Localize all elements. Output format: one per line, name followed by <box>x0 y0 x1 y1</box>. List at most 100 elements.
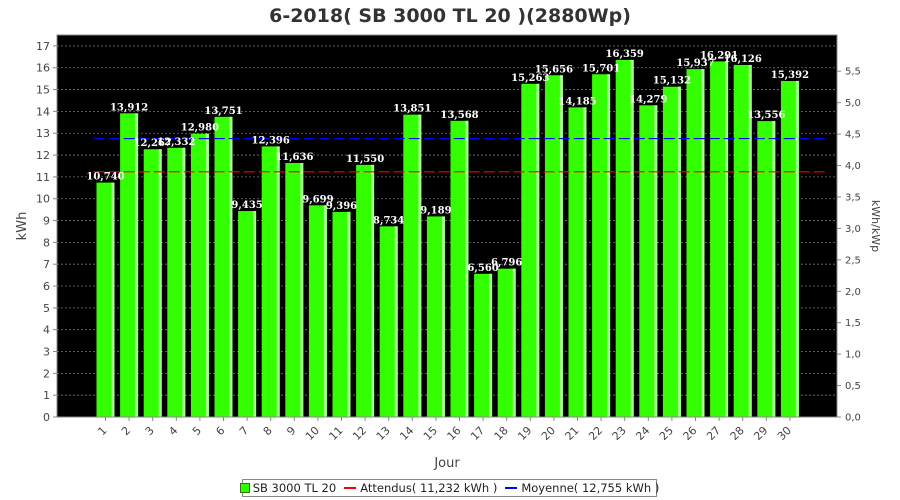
x-tick-label: 29 <box>751 424 770 443</box>
bars <box>96 59 799 418</box>
bar-shade <box>654 105 658 418</box>
x-tick-label: 7 <box>237 424 251 438</box>
right-y-tick-label: 2,5 <box>845 255 861 266</box>
gridlines <box>57 45 837 396</box>
bar-shade <box>536 83 540 418</box>
data-label: 9,699 <box>302 194 333 205</box>
x-tick-label: 8 <box>261 424 275 438</box>
bar <box>96 182 115 417</box>
y-tick-label: 14 <box>36 105 50 118</box>
x-tick-label: 19 <box>515 424 534 443</box>
right-y-tick-label: 1,0 <box>845 350 861 361</box>
bar-shade <box>465 120 469 417</box>
bar-body <box>686 69 705 418</box>
bar <box>356 164 375 417</box>
bar-shade <box>323 205 327 417</box>
bar-body <box>497 268 516 417</box>
bar-body <box>592 74 611 418</box>
right-y-tick-label: 2,0 <box>845 287 861 298</box>
x-tick-label: 14 <box>397 424 416 443</box>
chart-title: 6-2018( SB 3000 TL 20 )(2880Wp) <box>269 5 631 27</box>
bar-shade <box>371 164 375 417</box>
data-label: 16,126 <box>724 54 762 65</box>
data-label: 9,396 <box>326 201 357 212</box>
bar-shade <box>347 211 351 417</box>
bar-shade <box>725 61 729 417</box>
bar <box>615 59 634 417</box>
y-tick-label: 1 <box>43 389 50 402</box>
bar-body <box>214 116 233 417</box>
x-axis-ticks: 1 2 3 4 5 6 7 8 9 10 11 12 13 14 15 16 17 18 19 20 21 22 23 24 2… <box>95 417 794 443</box>
legend-item-average: Moyenne( 12,755 kWh ) <box>505 481 659 495</box>
x-tick-label: 2 <box>119 424 133 438</box>
data-label: 9,189 <box>420 205 451 216</box>
bar-body <box>474 273 493 417</box>
data-label: 15,263 <box>511 73 549 84</box>
bar <box>214 116 233 417</box>
x-axis-label: Jour <box>433 456 460 471</box>
bar-shade <box>559 75 563 417</box>
bar-shade <box>630 59 634 417</box>
data-label: 6,796 <box>491 258 522 269</box>
y-tick-label: 16 <box>36 62 50 75</box>
bar <box>639 105 658 418</box>
legend-label-expected: Attendus( 11,232 kWh ) <box>360 481 498 495</box>
x-tick-label: 16 <box>445 424 464 443</box>
right-y-axis-ticks: 0,0 0,5 1,0 1,5 2,0 2,5 3,0 3,5 4,0 4,5 5,0 5,5 <box>837 67 861 424</box>
bar <box>403 114 422 417</box>
bar <box>544 75 563 417</box>
bar-body <box>285 163 304 417</box>
data-label: 15,656 <box>535 64 573 75</box>
bar <box>143 149 162 417</box>
right-y-tick-label: 4,0 <box>845 161 861 172</box>
legend-swatch-average <box>505 487 518 489</box>
x-tick-label: 30 <box>775 424 794 443</box>
bar-body <box>568 107 587 417</box>
x-tick-label: 4 <box>166 424 180 438</box>
x-tick-label: 20 <box>539 424 558 443</box>
x-tick-label: 1 <box>95 424 109 438</box>
data-label: 14,185 <box>558 96 596 107</box>
data-label: 12,980 <box>181 123 219 134</box>
right-y-axis-label: kWh/kWp <box>869 200 882 252</box>
bar-body <box>662 86 681 417</box>
bar <box>426 216 445 417</box>
legend: SB 3000 TL 20 Attendus( 11,232 kWh ) Moy… <box>239 479 659 497</box>
data-label: 13,556 <box>747 110 785 121</box>
x-tick-label: 11 <box>327 424 346 443</box>
bar <box>450 120 469 417</box>
right-y-tick-label: 5,0 <box>845 98 861 109</box>
bar <box>521 83 540 418</box>
bar-body <box>450 120 469 417</box>
bar-shade <box>441 216 445 417</box>
bar-body <box>521 83 540 418</box>
bar-shade <box>748 64 752 417</box>
bar <box>238 211 257 417</box>
bar <box>190 133 209 417</box>
y-tick-label: 13 <box>36 127 50 140</box>
bar-shade <box>512 268 516 417</box>
bar-body <box>733 64 752 417</box>
bar <box>686 69 705 418</box>
bar-shade <box>229 116 233 417</box>
x-tick-label: 13 <box>374 424 393 443</box>
x-tick-label: 27 <box>704 424 723 443</box>
bar-body <box>426 216 445 417</box>
y-tick-label: 4 <box>43 324 50 337</box>
x-tick-label: 25 <box>657 424 676 443</box>
data-label: 8,734 <box>373 215 404 226</box>
data-label: 11,550 <box>346 154 384 165</box>
data-label: 13,568 <box>440 110 478 121</box>
bar <box>308 205 327 417</box>
right-y-tick-label: 1,5 <box>845 318 861 329</box>
data-label: 15,701 <box>582 63 620 74</box>
bar-shade <box>583 107 587 417</box>
bar-shade <box>182 147 186 417</box>
bar-shade <box>205 133 209 417</box>
bar-body <box>710 61 729 417</box>
bar-shade <box>677 86 681 417</box>
x-tick-label: 5 <box>190 424 204 438</box>
bar-body <box>615 59 634 417</box>
y-tick-label: 15 <box>36 84 50 97</box>
